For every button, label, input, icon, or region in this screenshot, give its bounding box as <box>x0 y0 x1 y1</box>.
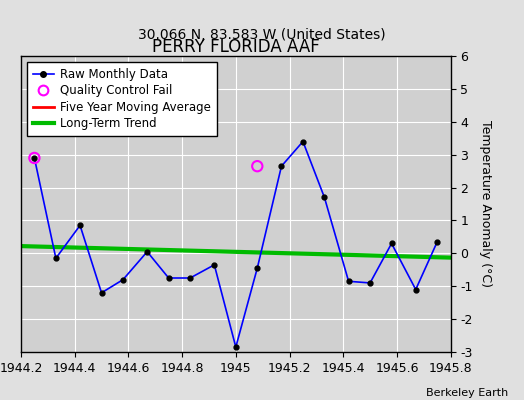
Raw Monthly Data <box>77 223 83 228</box>
Raw Monthly Data <box>321 195 328 200</box>
Y-axis label: Temperature Anomaly (°C): Temperature Anomaly (°C) <box>479 120 492 288</box>
Text: Berkeley Earth: Berkeley Earth <box>426 388 508 398</box>
Raw Monthly Data <box>345 279 352 284</box>
Raw Monthly Data <box>300 139 306 144</box>
Raw Monthly Data <box>53 256 59 261</box>
Raw Monthly Data <box>166 276 172 280</box>
Point <box>253 163 261 169</box>
Raw Monthly Data <box>31 156 38 160</box>
Line: Raw Monthly Data: Raw Monthly Data <box>32 139 440 350</box>
Text: 30.066 N, 83.583 W (United States): 30.066 N, 83.583 W (United States) <box>138 28 386 42</box>
Raw Monthly Data <box>187 276 193 280</box>
Raw Monthly Data <box>278 164 285 168</box>
Raw Monthly Data <box>412 287 419 292</box>
Raw Monthly Data <box>367 280 373 285</box>
Legend: Raw Monthly Data, Quality Control Fail, Five Year Moving Average, Long-Term Tren: Raw Monthly Data, Quality Control Fail, … <box>27 62 217 136</box>
Raw Monthly Data <box>233 345 239 350</box>
Raw Monthly Data <box>120 277 126 282</box>
Title: PERRY FLORIDA AAF: PERRY FLORIDA AAF <box>152 38 320 56</box>
Raw Monthly Data <box>388 241 395 246</box>
Raw Monthly Data <box>254 266 260 270</box>
Raw Monthly Data <box>211 262 217 267</box>
Raw Monthly Data <box>99 290 105 295</box>
Point <box>30 155 39 161</box>
Raw Monthly Data <box>434 240 440 244</box>
Raw Monthly Data <box>144 249 150 254</box>
